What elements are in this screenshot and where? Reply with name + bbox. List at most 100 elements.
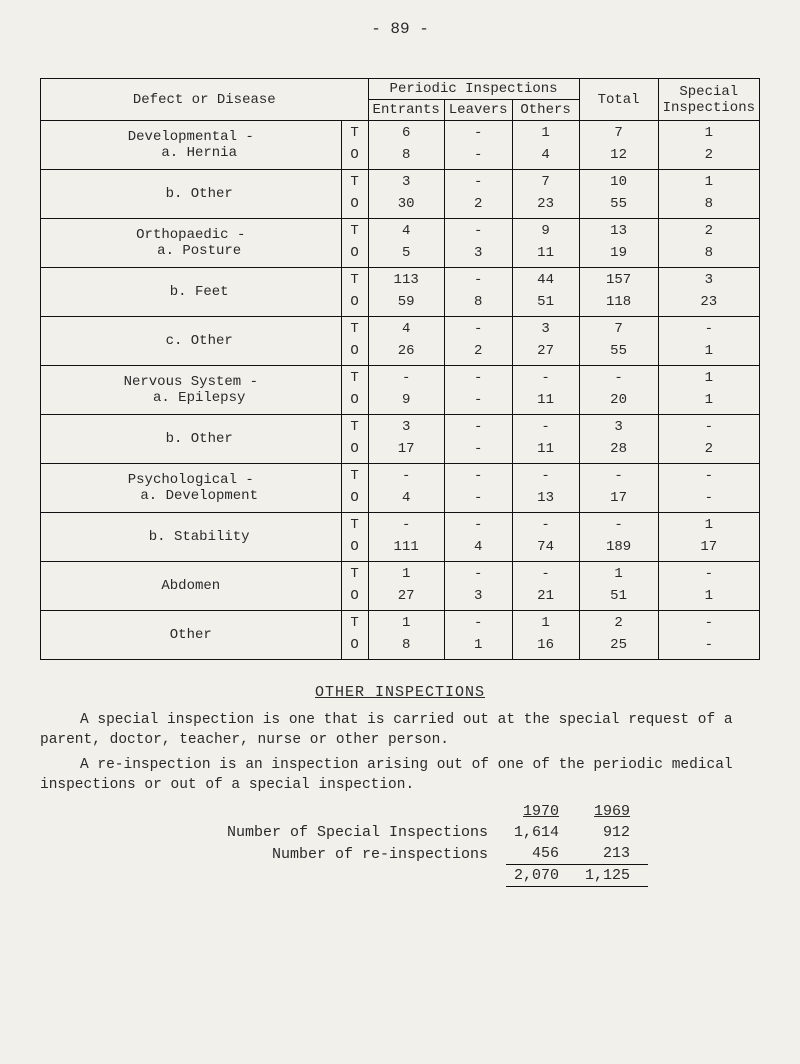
subrow-label: T [346,515,364,537]
cell-value: 2 [663,145,755,167]
cell-value: - [584,368,654,390]
cell-value: - [373,515,440,537]
cell-value: 1 [517,613,575,635]
cell-ent: 11359 [368,268,444,317]
cell-value: - [449,319,508,341]
summary-total-label [120,865,506,887]
cell-value: - [663,635,755,657]
cell-oth: -11 [512,415,579,464]
cell-tot: 755 [579,317,658,366]
cell-spec: 11 [658,366,759,415]
cell-value: - [449,390,508,412]
row-label: Nervous System - a. Epilepsy [41,366,342,415]
cell-value: 4 [373,221,440,243]
cell-value: 113 [373,270,440,292]
cell-value: 44 [517,270,575,292]
cell-value: - [517,466,575,488]
cell-ent: -111 [368,513,444,562]
summary-spacer [120,801,506,822]
cell-spec: 12 [658,121,759,170]
header-periodic: Periodic Inspections [368,79,579,100]
cell-oth: -21 [512,562,579,611]
table-row: Psychological - a. DevelopmentTO-4---13-… [41,464,760,513]
cell-oth: 911 [512,219,579,268]
subrow-label: T [346,466,364,488]
cell-oth: 723 [512,170,579,219]
paragraph-2: A re-inspection is an inspection arising… [40,756,760,795]
cell-ent: 68 [368,121,444,170]
summary-label: Number of Special Inspections [120,822,506,843]
cell-ent: 18 [368,611,444,660]
subrow-label: T [346,270,364,292]
summary-val-2: 912 [577,822,648,843]
inspections-table: Defect or Disease Periodic Inspections T… [40,78,760,660]
cell-tot: -189 [579,513,658,562]
subrow-label: O [346,586,364,608]
cell-value: 19 [584,243,654,265]
table-row: Developmental - a. HerniaTO68--1471212 [41,121,760,170]
cell-spec: -- [658,611,759,660]
subrow-label: O [346,439,364,461]
cell-lea: -3 [444,219,512,268]
cell-tot: 1055 [579,170,658,219]
row-label: Psychological - a. Development [41,464,342,513]
cell-value: - [584,515,654,537]
table-row: Orthopaedic - a. PostureTO45-3911131928 [41,219,760,268]
cell-value: - [449,417,508,439]
cell-value: 55 [584,341,654,363]
cell-lea: -- [444,121,512,170]
subrow-label: O [346,635,364,657]
cell-value: 5 [373,243,440,265]
cell-value: 13 [584,221,654,243]
cell-oth: 327 [512,317,579,366]
cell-value: - [663,466,755,488]
cell-value: - [517,515,575,537]
subrow-label: T [346,564,364,586]
cell-value: 1 [663,368,755,390]
cell-value: 21 [517,586,575,608]
cell-value: - [373,466,440,488]
cell-value: 25 [584,635,654,657]
cell-value: 1 [663,123,755,145]
cell-value: - [449,564,508,586]
summary-val-2: 213 [577,843,648,865]
subrow-label: O [346,390,364,412]
row-label: b. Stability [41,513,342,562]
row-label: b. Other [41,415,342,464]
cell-value: 4 [517,145,575,167]
row-label: Orthopaedic - a. Posture [41,219,342,268]
table-row: b. StabilityTO-111-4-74-189117 [41,513,760,562]
cell-value: 26 [373,341,440,363]
subrow-label: T [346,221,364,243]
row-subtype-cell: TO [341,366,368,415]
cell-tot: 1319 [579,219,658,268]
cell-value: 17 [663,537,755,559]
cell-ent: 317 [368,415,444,464]
cell-value: - [517,417,575,439]
cell-value: 1 [449,635,508,657]
cell-value: - [449,515,508,537]
row-label: b. Feet [41,268,342,317]
cell-value: 2 [663,439,755,461]
table-row: Nervous System - a. EpilepsyTO-9---11-20… [41,366,760,415]
summary-table: 1970 1969 Number of Special Inspections1… [120,801,648,887]
cell-value: 27 [517,341,575,363]
cell-value: - [373,368,440,390]
summary-val-1: 456 [506,843,577,865]
cell-ent: 330 [368,170,444,219]
cell-value: - [663,564,755,586]
cell-spec: -1 [658,562,759,611]
cell-oth: 4451 [512,268,579,317]
cell-value: 74 [517,537,575,559]
cell-value: 1 [663,172,755,194]
cell-value: - [663,319,755,341]
cell-value: - [449,123,508,145]
cell-value: 55 [584,194,654,216]
cell-value: - [449,221,508,243]
row-label: b. Other [41,170,342,219]
cell-value: 1 [663,390,755,412]
row-subtype-cell: TO [341,513,368,562]
row-label: Other [41,611,342,660]
cell-value: - [663,613,755,635]
cell-value: 12 [584,145,654,167]
